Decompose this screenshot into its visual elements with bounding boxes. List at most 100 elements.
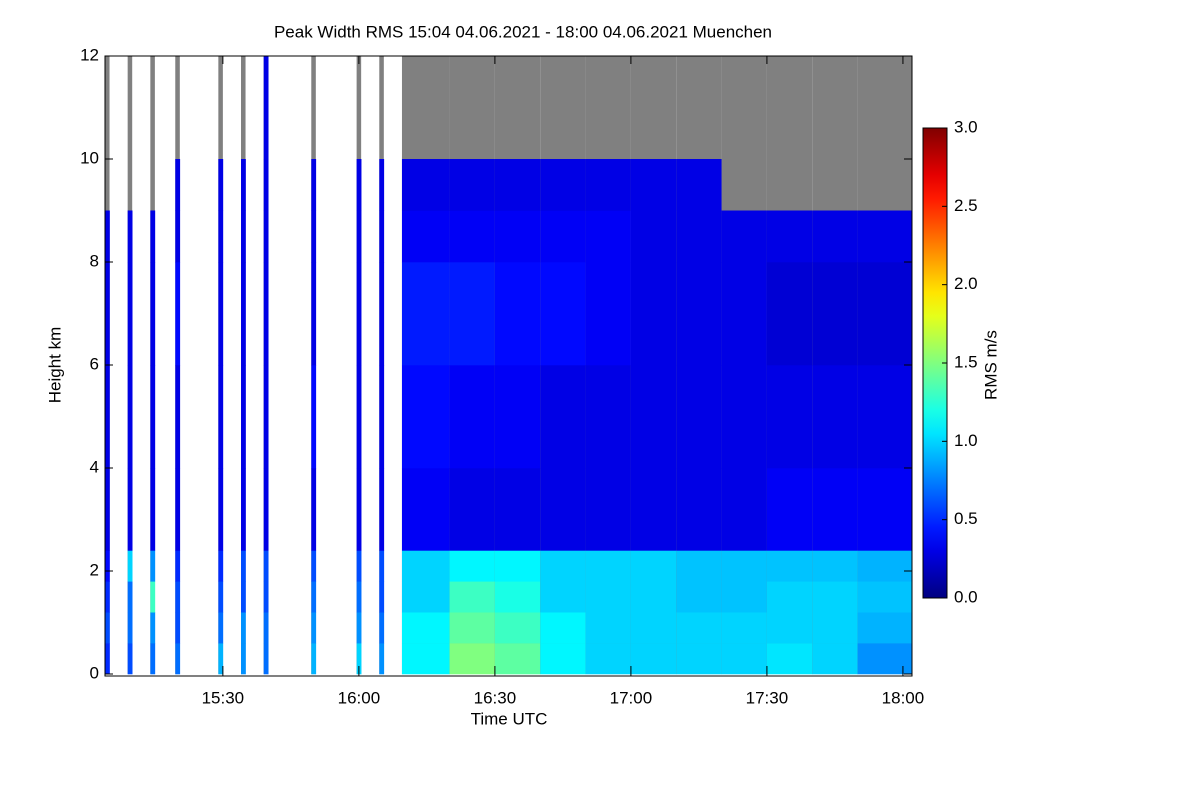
cell <box>127 550 133 582</box>
cell <box>379 210 385 263</box>
cell <box>175 210 181 263</box>
cell <box>379 643 385 675</box>
cell <box>857 365 913 469</box>
cell <box>721 365 768 469</box>
cell <box>356 550 362 582</box>
cell <box>311 550 317 582</box>
cell <box>857 550 913 582</box>
cell <box>857 581 913 613</box>
cell <box>105 550 110 582</box>
cell <box>218 468 224 551</box>
cell <box>241 210 246 263</box>
cell <box>150 365 156 469</box>
cell <box>356 210 362 263</box>
cell <box>540 210 586 263</box>
heatmap <box>105 56 913 675</box>
cell <box>585 159 632 211</box>
cell <box>401 262 450 366</box>
cell <box>311 612 317 644</box>
cell <box>540 365 586 469</box>
cell <box>494 550 541 582</box>
cell <box>263 643 269 675</box>
cell <box>766 468 813 551</box>
cell <box>857 210 913 263</box>
cell <box>311 159 317 211</box>
cell <box>585 365 632 469</box>
cell <box>263 159 269 211</box>
x-tick-label: 18:00 <box>882 688 925 707</box>
cell <box>263 262 269 366</box>
cell <box>356 581 362 613</box>
x-tick-label: 15:30 <box>202 688 245 707</box>
cell <box>630 210 677 263</box>
cell <box>175 612 181 644</box>
y-tick-label: 10 <box>80 148 99 167</box>
cell <box>218 581 224 613</box>
cell <box>401 210 450 263</box>
cell <box>379 468 385 551</box>
cell <box>540 468 586 551</box>
cell <box>449 581 496 613</box>
cell <box>766 210 813 263</box>
cell <box>494 365 541 469</box>
cell <box>494 643 541 675</box>
cell <box>812 643 858 675</box>
x-tick-label: 17:30 <box>746 688 789 707</box>
cell <box>676 365 722 469</box>
cell <box>630 262 677 366</box>
cell <box>676 262 722 366</box>
cell <box>449 262 496 366</box>
cell <box>540 159 586 211</box>
cell <box>494 159 541 211</box>
cell <box>449 159 496 211</box>
cell <box>263 365 269 469</box>
x-tick-label: 17:00 <box>610 688 653 707</box>
cell <box>585 210 632 263</box>
cell <box>379 262 385 366</box>
cell <box>218 159 224 211</box>
cell <box>218 550 224 582</box>
colorbar-tick-label: 2.0 <box>954 274 978 293</box>
cell <box>379 159 385 211</box>
cell <box>263 468 269 551</box>
colorbar-tick-label: 2.5 <box>954 196 978 215</box>
cell <box>449 365 496 469</box>
cell <box>585 581 632 613</box>
cell <box>766 612 813 644</box>
cell <box>630 581 677 613</box>
cell <box>766 581 813 613</box>
cell <box>494 468 541 551</box>
cell <box>379 612 385 644</box>
cell <box>175 550 181 582</box>
cell <box>630 643 677 675</box>
cell <box>241 581 246 613</box>
cell <box>105 468 110 551</box>
cell <box>105 365 110 469</box>
cell <box>150 210 156 263</box>
cell <box>241 365 246 469</box>
cell <box>540 581 586 613</box>
cell <box>585 612 632 644</box>
cell <box>150 468 156 551</box>
y-tick-label: 2 <box>90 560 99 579</box>
cell <box>676 159 722 211</box>
cell <box>379 550 385 582</box>
cell <box>585 262 632 366</box>
cell <box>630 612 677 644</box>
cell <box>721 643 768 675</box>
cell <box>494 262 541 366</box>
cell <box>150 581 156 613</box>
y-tick-label: 6 <box>90 354 99 373</box>
cell <box>494 612 541 644</box>
cell <box>379 365 385 469</box>
colorbar-tick-label: 0.5 <box>954 509 978 528</box>
colorbar-tick-label: 0.0 <box>954 587 978 606</box>
x-tick-label: 16:30 <box>474 688 517 707</box>
cell <box>766 262 813 366</box>
x-tick-label: 16:00 <box>338 688 381 707</box>
cell <box>379 581 385 613</box>
colorbar-tick-label: 1.5 <box>954 352 978 371</box>
y-tick-label: 4 <box>90 457 99 476</box>
cell <box>630 159 677 211</box>
cell <box>263 56 269 160</box>
